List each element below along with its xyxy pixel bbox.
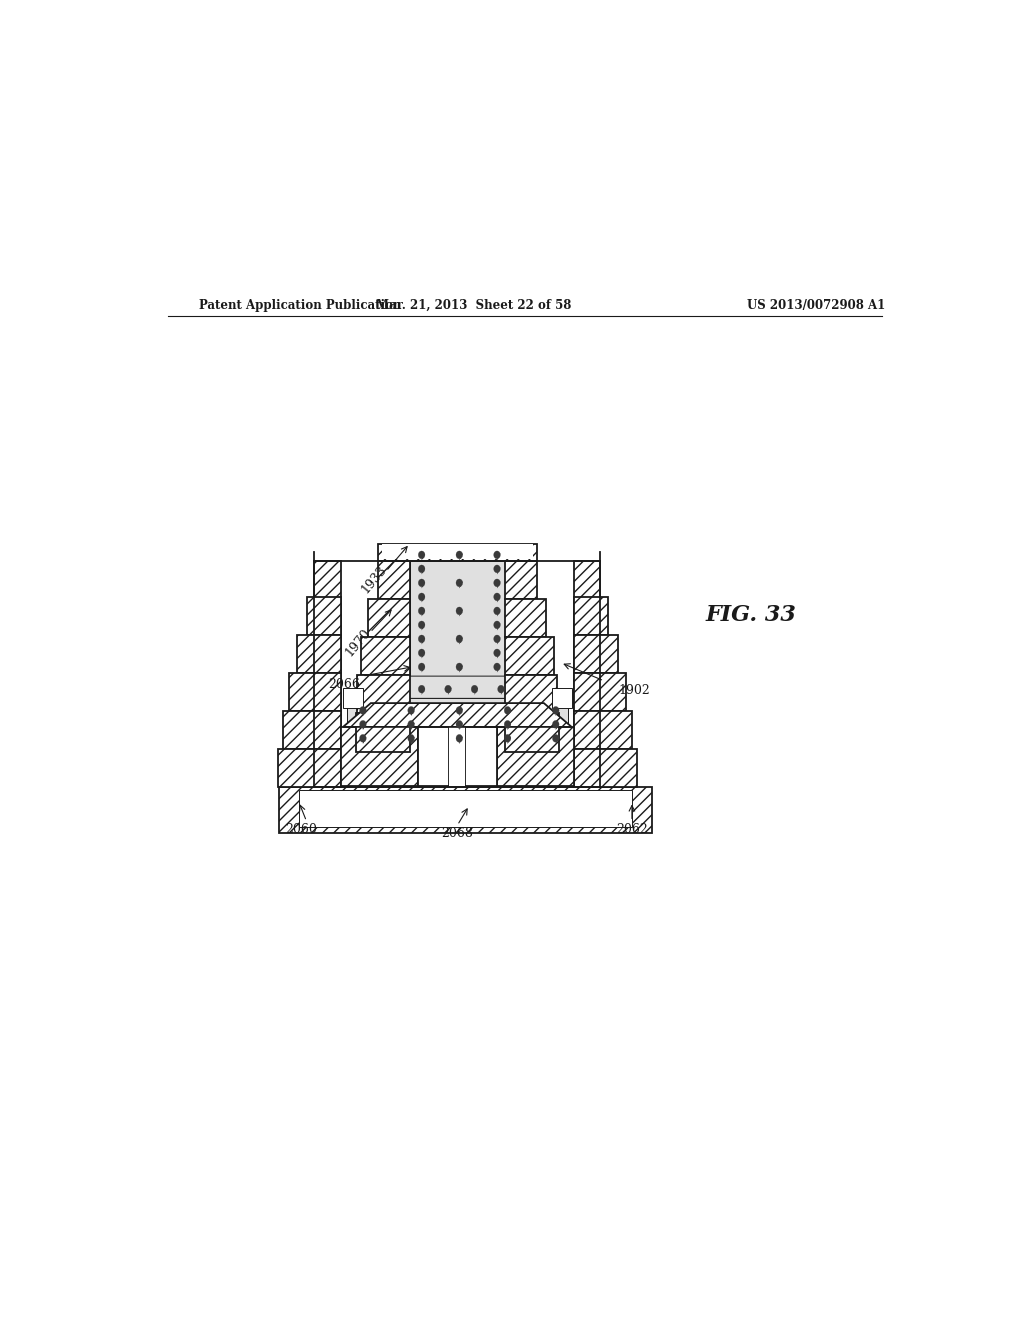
Text: 1902: 1902 bbox=[618, 684, 650, 697]
Polygon shape bbox=[456, 663, 463, 672]
Bar bbox=[355, 713, 410, 751]
Polygon shape bbox=[343, 704, 571, 727]
Polygon shape bbox=[347, 676, 567, 698]
Polygon shape bbox=[419, 607, 425, 616]
Polygon shape bbox=[494, 550, 501, 560]
Polygon shape bbox=[494, 649, 501, 659]
Text: FIG. 33: FIG. 33 bbox=[706, 605, 797, 626]
Text: Patent Application Publication: Patent Application Publication bbox=[200, 300, 402, 312]
Text: Mar. 21, 2013  Sheet 22 of 58: Mar. 21, 2013 Sheet 22 of 58 bbox=[376, 300, 571, 312]
Bar bbox=[341, 727, 418, 787]
Bar bbox=[410, 545, 505, 698]
Text: 2066: 2066 bbox=[328, 677, 359, 690]
Bar bbox=[382, 544, 532, 558]
Polygon shape bbox=[494, 663, 501, 672]
Polygon shape bbox=[456, 635, 463, 644]
Bar bbox=[314, 561, 341, 787]
Polygon shape bbox=[419, 685, 425, 694]
Polygon shape bbox=[552, 706, 559, 715]
Bar bbox=[297, 635, 341, 673]
Polygon shape bbox=[494, 607, 501, 616]
Polygon shape bbox=[494, 593, 501, 602]
Bar bbox=[299, 791, 632, 826]
Bar bbox=[574, 711, 632, 750]
Bar bbox=[378, 561, 410, 599]
Polygon shape bbox=[419, 649, 425, 659]
Polygon shape bbox=[359, 721, 367, 730]
Bar bbox=[600, 755, 624, 787]
Polygon shape bbox=[456, 721, 463, 730]
Polygon shape bbox=[456, 734, 463, 743]
Bar bbox=[574, 750, 637, 787]
Bar bbox=[279, 787, 651, 833]
Bar bbox=[450, 727, 465, 787]
Bar bbox=[343, 688, 362, 708]
Polygon shape bbox=[419, 620, 425, 630]
Polygon shape bbox=[552, 734, 559, 743]
Text: 2060: 2060 bbox=[285, 822, 317, 836]
Bar bbox=[357, 676, 410, 713]
Text: 1933: 1933 bbox=[358, 562, 389, 595]
Polygon shape bbox=[419, 635, 425, 644]
Bar bbox=[289, 673, 341, 711]
Polygon shape bbox=[456, 550, 463, 560]
Polygon shape bbox=[456, 579, 463, 589]
Polygon shape bbox=[552, 721, 559, 730]
Polygon shape bbox=[494, 620, 501, 630]
Bar bbox=[552, 688, 571, 708]
Polygon shape bbox=[444, 685, 452, 694]
Bar bbox=[360, 638, 410, 676]
Text: 2068: 2068 bbox=[441, 826, 473, 840]
Bar bbox=[465, 727, 497, 787]
Bar bbox=[497, 727, 574, 787]
Bar bbox=[574, 597, 608, 635]
Bar bbox=[283, 711, 341, 750]
Polygon shape bbox=[456, 607, 463, 616]
Polygon shape bbox=[498, 685, 505, 694]
Bar bbox=[505, 599, 546, 638]
Text: 2062: 2062 bbox=[616, 822, 648, 836]
Polygon shape bbox=[494, 565, 501, 574]
Bar bbox=[418, 727, 450, 787]
Polygon shape bbox=[408, 706, 415, 715]
Bar bbox=[347, 698, 567, 750]
Polygon shape bbox=[408, 721, 415, 730]
Bar bbox=[306, 597, 341, 635]
Bar bbox=[505, 676, 557, 713]
Polygon shape bbox=[471, 685, 478, 694]
Bar bbox=[341, 561, 574, 787]
Polygon shape bbox=[359, 734, 367, 743]
Polygon shape bbox=[504, 706, 511, 715]
Text: 1970: 1970 bbox=[343, 627, 374, 659]
Polygon shape bbox=[494, 635, 501, 644]
Polygon shape bbox=[419, 550, 425, 560]
Bar bbox=[574, 635, 617, 673]
Bar bbox=[369, 599, 410, 638]
Polygon shape bbox=[408, 734, 415, 743]
Polygon shape bbox=[419, 579, 425, 589]
Bar bbox=[378, 544, 537, 561]
Text: US 2013/0072908 A1: US 2013/0072908 A1 bbox=[748, 300, 886, 312]
Polygon shape bbox=[504, 721, 511, 730]
Polygon shape bbox=[419, 593, 425, 602]
Bar bbox=[291, 755, 314, 787]
Bar bbox=[505, 638, 554, 676]
Polygon shape bbox=[494, 579, 501, 589]
Bar bbox=[574, 673, 626, 711]
Polygon shape bbox=[359, 706, 367, 715]
Polygon shape bbox=[419, 565, 425, 574]
Polygon shape bbox=[456, 706, 463, 715]
Bar bbox=[278, 750, 341, 787]
Bar bbox=[505, 561, 537, 599]
Polygon shape bbox=[504, 734, 511, 743]
Bar bbox=[505, 713, 559, 751]
Bar bbox=[574, 561, 600, 787]
Polygon shape bbox=[419, 663, 425, 672]
